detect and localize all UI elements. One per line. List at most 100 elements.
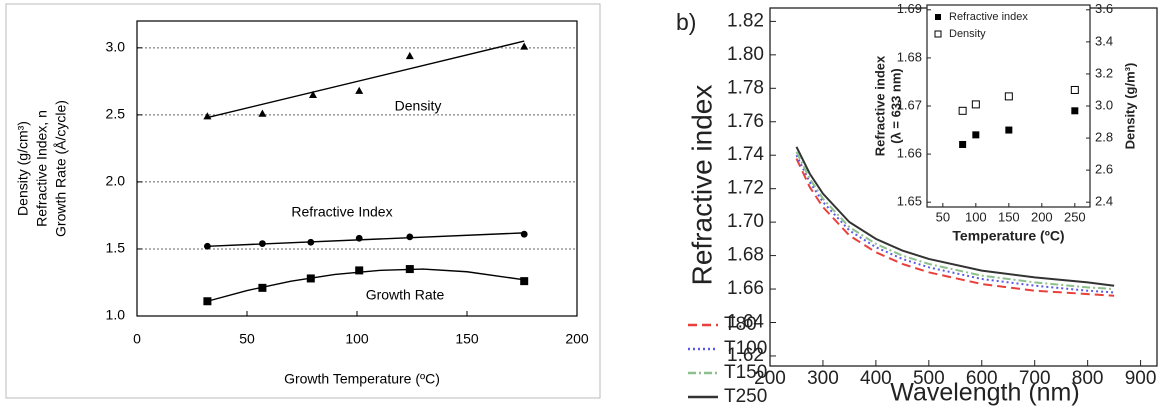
x-axis-title: Temperature (ºC) <box>952 228 1064 244</box>
marker <box>520 42 529 50</box>
marker <box>1004 92 1013 101</box>
y-tick-label: 2.0 <box>106 173 126 189</box>
y-tick-label: 1.67 <box>897 97 922 112</box>
y-axis-title: Refractive index <box>872 55 887 156</box>
x-tick-label: 500 <box>913 368 945 389</box>
marker <box>258 109 267 117</box>
y-axis-title: Refractive index <box>686 85 717 286</box>
y-tick-label: 1.68 <box>727 245 764 266</box>
y-tick-label: 1.0 <box>106 307 126 323</box>
panel-border <box>5 3 601 399</box>
series-label: Growth Rate <box>366 287 445 303</box>
y-tick-label: 1.66 <box>897 146 922 161</box>
series-label: Refractive Index <box>291 204 392 220</box>
marker <box>306 274 315 283</box>
legend-label: T80 <box>724 314 757 335</box>
y-tick-label: 1.78 <box>727 77 764 98</box>
y-axis-title: (λ = 633 nm) <box>888 68 903 144</box>
marker <box>309 90 317 98</box>
marker <box>971 100 980 109</box>
marker <box>405 265 414 274</box>
x-tick-label: 150 <box>455 331 479 347</box>
y-axis-title: Density (g/cm³) <box>15 121 31 216</box>
y-tick-label: 1.68 <box>897 49 922 64</box>
x-tick-label: 900 <box>1125 368 1157 389</box>
legend-label: Refractive index <box>949 11 1028 23</box>
marker <box>520 230 528 238</box>
x-tick-label: 400 <box>860 368 892 389</box>
x-tick-label: 800 <box>1072 368 1104 389</box>
x-tick-label: 100 <box>345 331 369 347</box>
x-axis-title: Growth Temperature (ºC) <box>284 371 440 387</box>
y-tick-label: 1.74 <box>727 144 764 165</box>
marker <box>520 277 529 286</box>
right-panel: b) 1.62 1.64 1.66 1.68 1.70 1.72 1.74 1.76 1.78 1.… <box>676 1 1158 406</box>
marker <box>958 106 967 115</box>
line-series <box>795 151 1115 291</box>
inset-frame <box>926 4 1091 208</box>
x-tick-label: 600 <box>966 368 998 389</box>
marker <box>406 233 414 241</box>
legend-label: T150 <box>724 362 767 383</box>
y-tick-label: 2.5 <box>106 106 126 122</box>
plot-frame <box>136 20 578 317</box>
x-tick-label: 300 <box>807 368 839 389</box>
marker <box>203 112 212 120</box>
y-tick-label: 1.80 <box>727 44 764 65</box>
line-series <box>795 158 1115 297</box>
y-tick-label: 1.82 <box>727 10 764 31</box>
x-tick-label: 200 <box>1031 209 1053 224</box>
inset: 1.65 1.66 1.67 1.68 1.69 2.4 2.6 2.8 3.0 3.2 3.4 3.… <box>872 1 1137 243</box>
y-tick-label: 1.72 <box>727 178 764 199</box>
y-axis-title: Growth Rate (Å/cycle) <box>53 100 69 237</box>
x-tick-label: 200 <box>754 368 786 389</box>
x-axis-title: Wavelength (nm) <box>890 379 1079 406</box>
y-tick-label: 1.70 <box>727 211 764 232</box>
y-tick-label: 1.5 <box>106 240 126 256</box>
y-tick-label: 1.64 <box>727 312 764 333</box>
x-tick-label: 50 <box>239 331 255 347</box>
marker <box>405 51 414 60</box>
y2-tick-label: 3.4 <box>1095 33 1113 48</box>
legend-label: Density <box>949 28 986 40</box>
legend-marker <box>934 30 942 38</box>
y-tick-label: 1.62 <box>727 345 764 366</box>
series-label: Density <box>395 98 442 114</box>
marker <box>203 297 212 306</box>
legend-label: T100 <box>724 338 767 359</box>
panel-label: b) <box>676 9 696 35</box>
marker <box>204 242 211 250</box>
marker <box>259 240 266 247</box>
x-tick-label: 250 <box>1064 209 1086 224</box>
y-tick-label: 1.69 <box>897 1 922 16</box>
legend-marker <box>935 14 941 20</box>
line-series <box>795 146 1115 287</box>
x-tick-label: 150 <box>998 209 1020 224</box>
y2-tick-label: 2.6 <box>1095 162 1113 177</box>
marker <box>972 131 980 139</box>
legend-label: T250 <box>724 386 767 406</box>
marker <box>355 234 363 242</box>
y-tick-label: 1.66 <box>727 278 764 299</box>
marker <box>258 283 267 292</box>
y-tick-label: 1.76 <box>727 111 764 132</box>
y-axis-title: Refractive Index, n <box>34 110 50 227</box>
marker <box>355 86 364 94</box>
x-tick-label: 0 <box>133 331 141 347</box>
x-tick-label: 100 <box>965 209 987 224</box>
y2-axis-title: Density (g/m³) <box>1122 63 1137 150</box>
marker <box>959 140 967 148</box>
y2-tick-label: 3.0 <box>1095 97 1113 112</box>
y-tick-label: 1.65 <box>897 194 922 209</box>
fit-line <box>207 232 525 247</box>
y-tick-label: 3.0 <box>106 39 126 55</box>
left-panel: 1.0 1.5 2.0 2.5 3.0 0 50 100 150 200 Growth Temper… <box>5 3 601 399</box>
y2-tick-label: 2.4 <box>1095 194 1113 209</box>
y2-tick-label: 3.2 <box>1095 65 1113 80</box>
y2-tick-label: 2.8 <box>1095 130 1113 145</box>
marker <box>1071 107 1079 115</box>
line-series <box>795 154 1115 294</box>
x-tick-label: 700 <box>1019 368 1051 389</box>
y2-tick-label: 3.6 <box>1095 1 1113 16</box>
